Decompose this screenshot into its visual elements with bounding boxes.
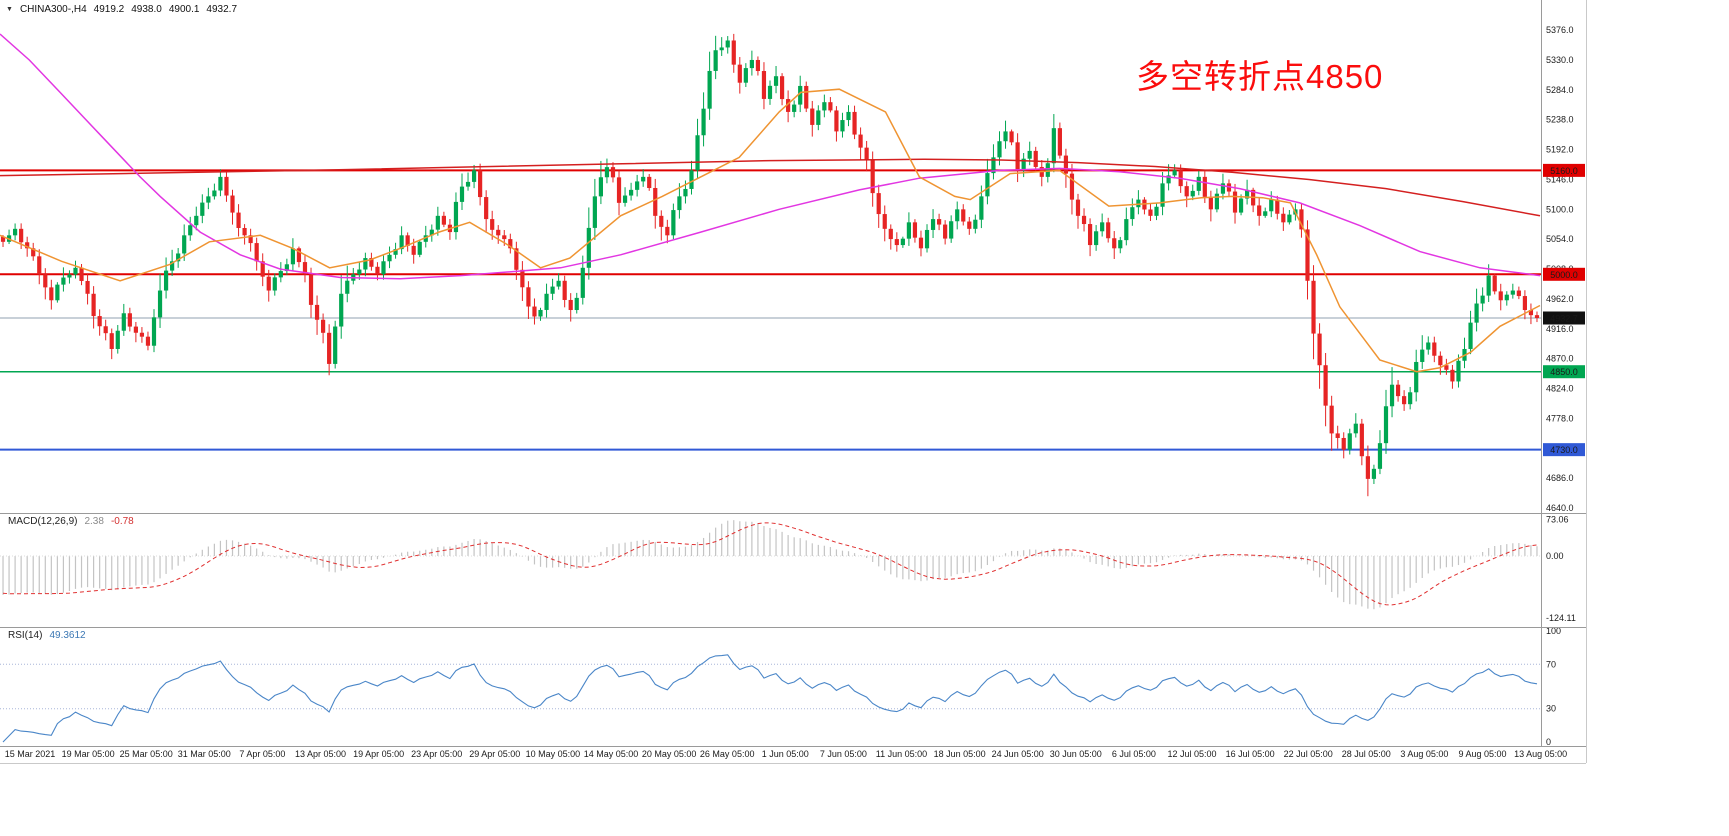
macd-indicator-label: MACD(12,26,9) 2.38 -0.78 bbox=[8, 516, 134, 527]
time-tick: 25 Mar 05:00 bbox=[120, 749, 173, 759]
price-badge bbox=[1543, 443, 1585, 457]
bar-low-value: 4900.1 bbox=[168, 4, 200, 15]
price-tick: 4778.0 bbox=[1546, 413, 1574, 423]
rsi-label: RSI(14) bbox=[8, 630, 43, 641]
macd-panel: 73.06 0.00 -124.11 bbox=[0, 514, 1576, 623]
rsi-panel: 100 70 30 0 bbox=[0, 626, 1561, 747]
time-tick: 26 May 05:00 bbox=[700, 749, 755, 759]
time-tick: 15 Mar 2021 bbox=[5, 749, 56, 759]
price-tick: 4870.0 bbox=[1546, 354, 1574, 364]
price-tick: 5284.0 bbox=[1546, 85, 1574, 95]
macd-main-value: 2.38 bbox=[84, 516, 104, 527]
price-tick: 4916.0 bbox=[1546, 324, 1574, 334]
time-tick: 9 Aug 05:00 bbox=[1458, 749, 1506, 759]
price-badge-label: 4730.0 bbox=[1550, 445, 1578, 455]
rsi-value: 49.3612 bbox=[49, 630, 86, 641]
price-tick: 4640.0 bbox=[1546, 503, 1574, 513]
time-tick: 11 Jun 05:00 bbox=[876, 749, 927, 759]
ma-fast-orange-line bbox=[0, 88, 1541, 373]
price-axis: 5376.0 5330.0 5284.0 5238.0 5192.0 5146.0 5100… bbox=[1543, 25, 1585, 513]
bar-open-value: 4919.2 bbox=[93, 4, 125, 15]
price-tick: 4824.0 bbox=[1546, 384, 1574, 394]
price-badge bbox=[1543, 267, 1585, 281]
macd-tick: -124.11 bbox=[1546, 613, 1576, 623]
time-tick: 7 Apr 05:00 bbox=[239, 749, 285, 759]
bar-high-value: 4938.0 bbox=[131, 4, 162, 15]
symbol-period: CHINA300-,H4 bbox=[19, 4, 87, 15]
macd-tick: 73.06 bbox=[1546, 514, 1569, 524]
time-tick: 16 Jul 05:00 bbox=[1226, 749, 1275, 759]
price-badge bbox=[1543, 365, 1585, 379]
price-tick: 5100.0 bbox=[1546, 204, 1574, 214]
time-tick: 23 Apr 05:00 bbox=[411, 749, 462, 759]
rsi-line bbox=[2, 654, 1538, 743]
price-tick: 5146.0 bbox=[1546, 174, 1574, 184]
time-tick: 19 Mar 05:00 bbox=[62, 749, 115, 759]
time-axis: 15 Mar 2021 19 Mar 05:00 25 Mar 05:00 31 Ma… bbox=[5, 749, 1567, 759]
symbol-ohlc-header: ▼ CHINA300-,H4 4919.2 4938.0 4900.1 4932… bbox=[6, 4, 237, 15]
bar-close-value: 4932.7 bbox=[206, 4, 238, 15]
macd-label: MACD(12,26,9) bbox=[8, 516, 78, 527]
candles-group bbox=[0, 33, 1540, 497]
chart-annotation-text[interactable]: 多空转折点4850 bbox=[1136, 58, 1384, 95]
macd-signal-value: -0.78 bbox=[110, 516, 134, 527]
price-tick: 5054.0 bbox=[1546, 234, 1574, 244]
ma-overlays bbox=[0, 33, 1541, 373]
time-tick: 10 May 05:00 bbox=[526, 749, 581, 759]
time-tick: 20 May 05:00 bbox=[642, 749, 697, 759]
price-badge-label: 4850.0 bbox=[1550, 367, 1578, 377]
rsi-tick: 100 bbox=[1546, 626, 1561, 636]
macd-tick: 0.00 bbox=[1546, 551, 1564, 561]
time-tick: 29 Apr 05:00 bbox=[469, 749, 520, 759]
horizontal-lines bbox=[0, 169, 1541, 451]
time-tick: 1 Jun 05:00 bbox=[762, 749, 809, 759]
price-badge-label: 5000.0 bbox=[1550, 270, 1578, 280]
ma-slow-red-line bbox=[0, 158, 1541, 217]
time-tick: 31 Mar 05:00 bbox=[178, 749, 231, 759]
time-tick: 22 Jul 05:00 bbox=[1284, 749, 1333, 759]
time-tick: 24 Jun 05:00 bbox=[992, 749, 1044, 759]
price-tick: 4686.0 bbox=[1546, 473, 1574, 483]
rsi-indicator-label: RSI(14) 49.3612 bbox=[8, 630, 86, 641]
collapse-arrow-icon[interactable]: ▼ bbox=[6, 6, 13, 13]
time-tick: 28 Jul 05:00 bbox=[1342, 749, 1391, 759]
price-tick: 4962.0 bbox=[1546, 294, 1574, 304]
price-tick: 5192.0 bbox=[1546, 145, 1574, 155]
time-tick: 13 Apr 05:00 bbox=[295, 749, 346, 759]
price-badge-label: 4932.7 bbox=[1550, 314, 1578, 324]
frame-lines bbox=[0, 0, 1587, 764]
time-tick: 18 Jun 05:00 bbox=[934, 749, 986, 759]
time-tick: 30 Jun 05:00 bbox=[1050, 749, 1102, 759]
rsi-tick: 70 bbox=[1546, 659, 1556, 669]
time-tick: 6 Jul 05:00 bbox=[1112, 749, 1156, 759]
price-badge bbox=[1543, 163, 1585, 177]
time-tick: 3 Aug 05:00 bbox=[1400, 749, 1448, 759]
price-tick: 5330.0 bbox=[1546, 55, 1574, 65]
price-badge bbox=[1543, 311, 1585, 325]
rsi-tick: 0 bbox=[1546, 737, 1551, 747]
macd-signal-line bbox=[2, 522, 1538, 606]
price-tick: 5238.0 bbox=[1546, 115, 1574, 125]
time-tick: 14 May 05:00 bbox=[584, 749, 639, 759]
time-tick: 19 Apr 05:00 bbox=[353, 749, 404, 759]
time-tick: 7 Jun 05:00 bbox=[820, 749, 867, 759]
time-tick: 12 Jul 05:00 bbox=[1167, 749, 1216, 759]
rsi-tick: 30 bbox=[1546, 704, 1556, 714]
price-badge-label: 5160.0 bbox=[1550, 166, 1578, 176]
ma-long-magenta-line bbox=[0, 33, 1541, 280]
price-tick: 5376.0 bbox=[1546, 25, 1574, 35]
time-tick: 13 Aug 05:00 bbox=[1514, 749, 1567, 759]
